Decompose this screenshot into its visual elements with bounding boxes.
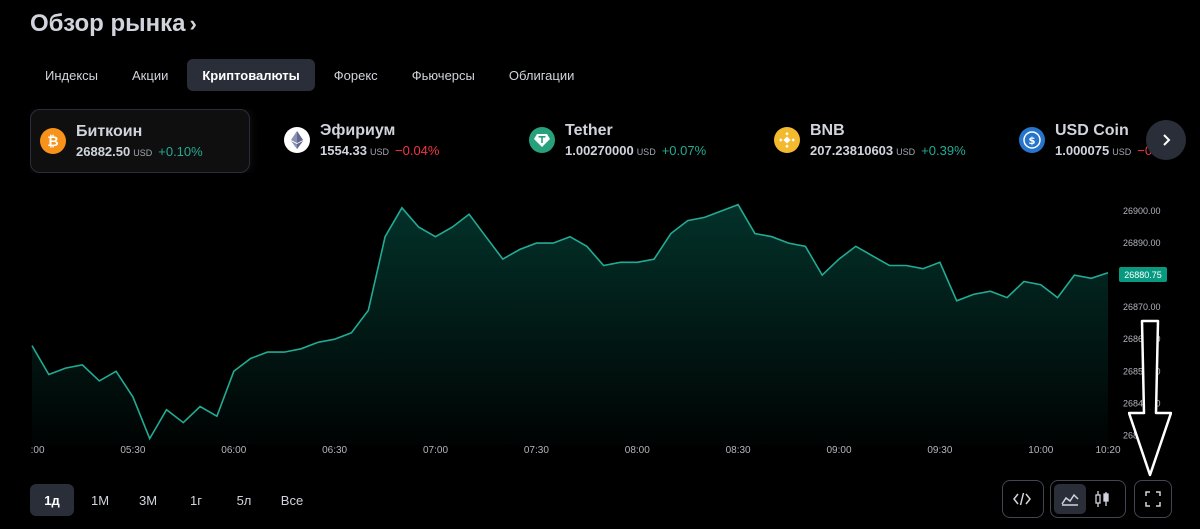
x-axis-tick-label: 08:00: [625, 445, 650, 456]
x-axis-tick-label: 09:00: [826, 445, 851, 456]
svg-text:$: $: [1029, 136, 1036, 147]
y-axis-tick-label: 26870.00: [1123, 302, 1161, 312]
symbol-price: 26882.50: [76, 144, 131, 159]
candles-chart-button[interactable]: [1086, 484, 1118, 514]
tether-icon: [529, 127, 555, 153]
chevron-right-icon: [1163, 134, 1171, 146]
y-axis-tick-label: 26840.00: [1123, 398, 1161, 408]
fullscreen-button[interactable]: [1138, 484, 1168, 514]
candlestick-icon: [1095, 491, 1109, 507]
annotation-arrow: [1128, 319, 1172, 477]
symbol-change: +0.07%: [661, 143, 707, 158]
x-axis-tick-label: 10:20: [1095, 445, 1120, 456]
x-axis-tick-label: 05:00: [30, 445, 45, 456]
price-line: [31, 203, 1109, 441]
category-tabs: Индексы Акции Криптовалюты Форекс Фьючер…: [30, 59, 589, 91]
range-1m[interactable]: 1М: [90, 492, 110, 508]
code-icon: [1013, 492, 1031, 506]
symbol-currency: USD: [133, 148, 153, 158]
x-axis-tick-label: 05:30: [120, 445, 145, 456]
fullscreen-group: [1134, 480, 1172, 518]
scroll-right-button[interactable]: [1146, 120, 1186, 160]
symbol-price: 1.000075: [1055, 143, 1110, 158]
chart-type-group: [1050, 480, 1126, 518]
price-chart[interactable]: 26900.0026890.0026880.0026870.0026860.00…: [30, 195, 1170, 465]
x-axis-tick-label: 07:30: [524, 445, 549, 456]
symbol-currency: USD: [636, 147, 656, 157]
tab-futures[interactable]: Фьючерсы: [411, 67, 475, 83]
range-1d[interactable]: 1д: [30, 484, 74, 516]
x-axis-tick-label: 06:00: [221, 445, 246, 456]
bnb-icon: [774, 127, 800, 153]
symbol-name: Эфириум: [320, 122, 396, 139]
usd-coin-icon: $: [1019, 127, 1045, 153]
symbol-card-tether[interactable]: Tether 1.00270000 USD +0.07%: [520, 109, 738, 171]
symbol-card-ethereum[interactable]: Эфириум 1554.33 USD −0.04%: [275, 109, 493, 171]
y-axis-tick-label: 26850.00: [1123, 366, 1161, 376]
embed-group: [1002, 480, 1044, 518]
tab-stocks[interactable]: Акции: [132, 67, 169, 83]
y-axis-tick-label: 26900.00: [1123, 206, 1161, 216]
symbol-name: Биткоин: [76, 123, 143, 140]
symbol-name: BNB: [810, 122, 845, 139]
symbol-currency: USD: [1112, 147, 1132, 157]
svg-text:₿: ₿: [47, 134, 58, 149]
embed-button[interactable]: [1006, 484, 1038, 514]
range-1y[interactable]: 1г: [190, 492, 202, 508]
x-axis-tick-label: 08:30: [726, 445, 751, 456]
last-price-label: 26880.75: [1119, 267, 1167, 282]
chevron-right-icon: ›: [189, 11, 197, 36]
symbol-card-bitcoin[interactable]: ₿ Биткоин 26882.50 USD +0.10%: [30, 109, 250, 173]
range-3m[interactable]: 3М: [138, 492, 158, 508]
area-chart-button[interactable]: [1054, 484, 1086, 514]
range-all[interactable]: Все: [280, 492, 304, 508]
symbol-card-bnb[interactable]: BNB 207.23810603 USD +0.39%: [765, 109, 983, 171]
fullscreen-icon: [1145, 491, 1161, 507]
range-selector: 1д 1М 3М 1г 5л Все: [30, 484, 314, 516]
symbol-price: 207.23810603: [810, 143, 894, 158]
page-title-text: Обзор рынка: [30, 10, 186, 37]
x-axis-tick-label: 06:30: [322, 445, 347, 456]
tab-indices[interactable]: Индексы: [45, 67, 99, 83]
symbol-change: +0.10%: [158, 144, 203, 159]
symbol-change: +0.39%: [921, 143, 966, 158]
symbol-name: USD Coin: [1055, 122, 1129, 139]
symbol-price: 1.00270000: [565, 143, 634, 158]
tab-crypto[interactable]: Криптовалюты: [187, 59, 315, 91]
price-area-fill: [32, 204, 1108, 445]
y-axis-tick-label: 26890.00: [1123, 238, 1161, 248]
ethereum-icon: [284, 127, 310, 153]
symbol-cards: ₿ Биткоин 26882.50 USD +0.10% Эфириум 15…: [30, 109, 1200, 173]
symbol-currency: USD: [370, 147, 390, 157]
x-axis-tick-label: 07:00: [423, 445, 448, 456]
symbol-currency: USD: [896, 147, 916, 157]
tab-forex[interactable]: Форекс: [333, 67, 378, 83]
tab-bonds[interactable]: Облигации: [508, 67, 575, 83]
page-title[interactable]: Обзор рынка ›: [30, 10, 197, 38]
x-axis-tick-label: 09:30: [927, 445, 952, 456]
area-chart-icon: [1061, 493, 1079, 506]
range-5y[interactable]: 5л: [236, 492, 252, 508]
symbol-change: −0.04%: [395, 143, 440, 158]
x-axis-tick-label: 10:00: [1028, 445, 1053, 456]
symbol-price: 1554.33: [320, 143, 367, 158]
bitcoin-icon: ₿: [40, 128, 66, 154]
symbol-name: Tether: [565, 122, 613, 139]
